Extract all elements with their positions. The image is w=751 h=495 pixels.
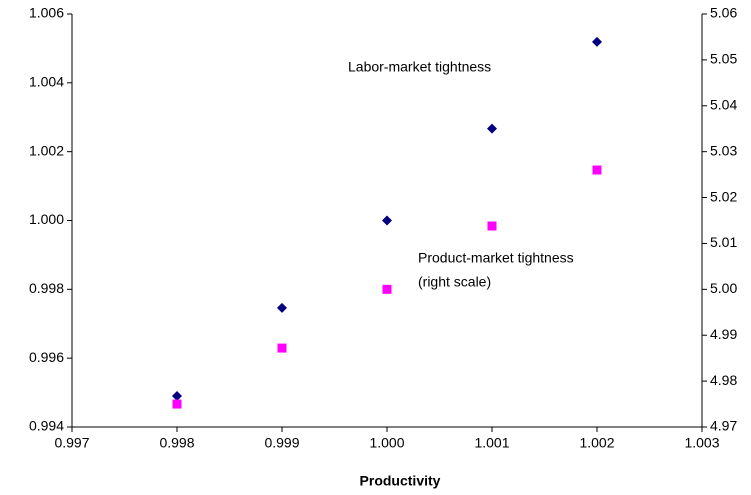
point [487,221,497,231]
point [382,284,392,294]
y-tick-label: 0.994 [29,418,64,434]
y2-tick-label: 4.97 [710,418,737,434]
point [172,391,182,402]
annotation: Labor-market tightness [348,59,491,75]
y2-tick-label: 5.05 [710,51,737,67]
x-tick-label: 1.003 [684,435,719,451]
y2-tick-label: 4.98 [710,372,737,388]
x-tick-label: 0.999 [264,435,299,451]
point [172,399,182,409]
point [277,343,287,353]
point [277,302,287,313]
point [592,165,602,175]
x-tick-label: 0.998 [159,435,194,451]
y2-tick-label: 5.04 [710,96,737,112]
point [487,123,497,134]
x-tick-label: 1.000 [369,435,404,451]
y-tick-label: 1.004 [29,74,64,90]
point [592,36,602,47]
y2-tick-label: 4.99 [710,326,737,342]
point [382,215,392,226]
y-tick-label: 1.002 [29,142,64,158]
x-tick-label: 0.997 [54,435,89,451]
annotation: Product-market tightness [418,250,574,266]
x-tick-label: 1.001 [474,435,509,451]
y2-tick-label: 5.00 [710,280,737,296]
y2-tick-label: 5.03 [710,142,737,158]
y2-tick-label: 5.01 [710,234,737,250]
y2-tick-label: 5.02 [710,188,737,204]
y-tick-label: 1.000 [29,211,64,227]
y-tick-label: 0.996 [29,349,64,365]
annotation: (right scale) [418,274,491,290]
y2-tick-label: 5.06 [710,5,737,21]
x-tick-label: 1.002 [579,435,614,451]
y-tick-label: 0.998 [29,280,64,296]
y-tick-label: 1.006 [29,5,64,21]
x-axis-label: Productivity [360,473,441,489]
